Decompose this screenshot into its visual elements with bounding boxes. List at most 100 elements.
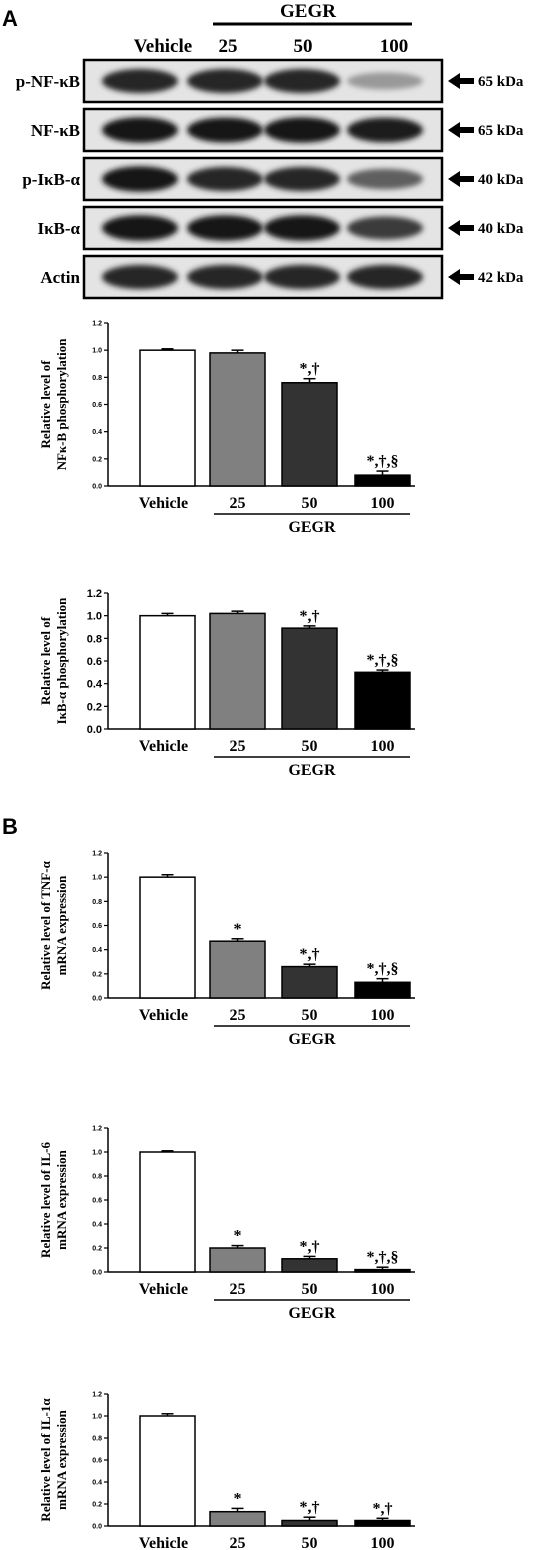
bar-charts: 0.0 0.2 0.4 0.6 0.8 1.0 1.2 Vehicle 25 *,† 50 *,†,§… — [38, 321, 415, 1550]
blot-band — [347, 264, 423, 290]
arrow-icon — [448, 122, 474, 138]
y-axis-label: NFκ-B phosphorylation — [54, 338, 69, 471]
western-blot: Vehicle 25 50 100 GEGR p-NF-κB 65 kDa NF-κB 65 k… — [16, 1, 524, 300]
bar — [209, 940, 266, 999]
significance-label: *,† — [300, 608, 320, 625]
y-tick-label: 1.2 — [92, 321, 102, 328]
blot-band — [264, 215, 340, 241]
bar — [281, 382, 338, 487]
arrow-icon — [448, 220, 474, 236]
y-tick-label: 1.0 — [87, 611, 102, 623]
category-label: 50 — [302, 738, 318, 755]
y-tick-label: 0.4 — [92, 1480, 102, 1487]
category-label: 100 — [371, 1535, 395, 1550]
significance-label: *,† — [300, 1238, 320, 1255]
category-label: 25 — [230, 1281, 246, 1298]
blot-row: p-IκB-α 40 kDa — [22, 156, 524, 202]
category-label: 100 — [371, 495, 395, 512]
blot-band — [347, 72, 423, 90]
blot-band — [264, 68, 340, 94]
y-tick-label: 0.6 — [92, 1458, 102, 1465]
y-tick-label: 1.0 — [92, 1414, 102, 1421]
bar — [209, 352, 266, 487]
group-label: GEGR — [288, 1031, 336, 1048]
y-axis-label: Relative level of IL-1α — [38, 1398, 53, 1522]
y-tick-label: 0.8 — [92, 1436, 102, 1443]
y-tick-label: 1.0 — [92, 1150, 102, 1157]
bar — [209, 1510, 266, 1527]
bar — [354, 474, 411, 487]
blot-row: IκB-α 40 kDa — [37, 205, 524, 251]
significance-label: *,† — [373, 1500, 393, 1517]
blot-row-label: NF-κB — [31, 121, 80, 140]
lane-label: 100 — [380, 36, 409, 57]
bar — [281, 627, 338, 730]
blot-row: p-NF-κB 65 kDa — [16, 58, 524, 104]
significance-label: * — [234, 1490, 242, 1507]
y-axis-label: mRNA expression — [54, 1409, 69, 1510]
blot-band — [264, 264, 340, 290]
blot-row: NF-κB 65 kDa — [31, 107, 524, 153]
bar — [281, 965, 338, 999]
y-tick-label: 0.2 — [92, 971, 102, 978]
y-tick-label: 0.6 — [87, 656, 102, 668]
molecular-weight: 40 kDa — [478, 172, 524, 188]
blot-band — [187, 166, 263, 192]
y-tick-label: 1.0 — [92, 348, 102, 355]
category-label: 100 — [371, 1281, 395, 1298]
bar — [139, 614, 196, 730]
blot-band — [187, 68, 263, 94]
bar — [139, 1415, 196, 1527]
arrow-icon — [448, 269, 474, 285]
y-tick-label: 0.8 — [92, 375, 102, 382]
y-tick-label: 1.2 — [92, 1126, 102, 1133]
y-axis-label: Relative level of — [38, 360, 53, 449]
blot-band — [102, 117, 178, 143]
lane-label: 50 — [294, 36, 313, 57]
blot-row: Actin 42 kDa — [40, 254, 524, 300]
category-label: Vehicle — [139, 1007, 188, 1024]
category-label: 50 — [302, 1281, 318, 1298]
y-tick-label: 0.2 — [87, 701, 102, 713]
bar — [139, 349, 196, 487]
bar — [209, 612, 266, 730]
significance-label: *,† — [300, 946, 320, 963]
bar — [281, 1519, 338, 1527]
group-label: GEGR — [288, 1305, 336, 1322]
bar-chart: 0.0 0.2 0.4 0.6 0.8 1.0 1.2 Vehicle 25 *,† 50 *,†,§… — [38, 588, 415, 779]
y-tick-label: 1.2 — [87, 588, 102, 600]
y-tick-label: 0.8 — [92, 1174, 102, 1181]
significance-label: *,†,§ — [367, 652, 399, 669]
y-tick-label: 0.8 — [87, 633, 102, 645]
blot-band — [187, 215, 263, 241]
blot-band — [102, 264, 178, 290]
significance-label: *,† — [300, 361, 320, 378]
molecular-weight: 40 kDa — [478, 221, 524, 237]
significance-label: *,† — [300, 1499, 320, 1516]
blot-row-label: p-IκB-α — [22, 170, 80, 189]
blot-band — [102, 215, 178, 241]
significance-label: *,†,§ — [367, 1249, 399, 1266]
category-label: 25 — [230, 495, 246, 512]
blot-row-label: Actin — [40, 268, 80, 287]
y-axis-label: mRNA expression — [54, 1149, 69, 1250]
category-label: 100 — [371, 738, 395, 755]
blot-row-label: p-NF-κB — [16, 72, 80, 91]
significance-label: *,†,§ — [367, 453, 399, 470]
y-tick-label: 0.4 — [87, 679, 103, 691]
bar — [209, 1247, 266, 1273]
panel-label-b: B — [2, 814, 18, 839]
bar — [354, 671, 411, 730]
category-label: Vehicle — [139, 1535, 188, 1550]
category-label: 25 — [230, 1535, 246, 1550]
blot-band — [347, 168, 423, 190]
bar — [139, 876, 196, 999]
y-tick-label: 1.2 — [92, 1392, 102, 1399]
blot-header: Vehicle 25 50 100 GEGR — [134, 1, 412, 57]
lane-label: 25 — [219, 36, 238, 57]
y-tick-label: 0.0 — [92, 1524, 102, 1531]
y-tick-label: 0.0 — [92, 484, 102, 491]
y-tick-label: 1.2 — [92, 851, 102, 858]
category-label: 50 — [302, 495, 318, 512]
